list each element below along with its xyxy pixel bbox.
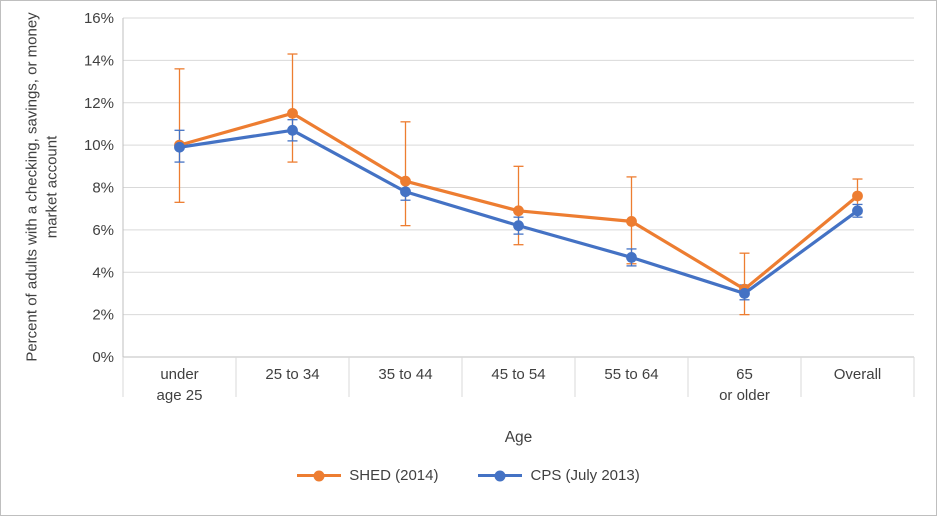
x-category-label: 55 to 64	[604, 366, 658, 383]
data-point-cps-july-2013	[513, 220, 524, 232]
x-category-label: Overall	[834, 366, 882, 383]
y-tick-label: 6%	[92, 222, 114, 239]
data-point-cps-july-2013	[852, 205, 863, 217]
y-tick-label: 0%	[92, 349, 114, 366]
y-axis-title: Percent of adults with a checking, savin…	[23, 12, 61, 362]
data-point-cps-july-2013	[174, 141, 185, 153]
x-category-label: 45 to 54	[491, 366, 545, 383]
data-point-cps-july-2013	[287, 124, 298, 136]
y-tick-label: 12%	[84, 95, 114, 112]
y-tick-labels: 0% 2% 4% 6% 8% 10% 12% 14% 16%	[84, 10, 114, 366]
cps-series-swatch-icon	[478, 474, 523, 477]
legend-item-cps: CPS (July 2013)	[478, 467, 640, 484]
data-point-shed-2014	[400, 175, 411, 187]
legend: SHED (2014) CPS (July 2013)	[1, 467, 936, 484]
x-category-label: or older	[719, 387, 770, 404]
data-point-cps-july-2013	[400, 186, 411, 198]
x-category-label: 65	[736, 366, 753, 383]
y-tick-label: 16%	[84, 10, 114, 27]
data-point-cps-july-2013	[626, 252, 637, 263]
shed-series-swatch-icon	[297, 474, 342, 477]
y-tick-label: 2%	[92, 307, 114, 324]
data-point-cps-july-2013	[739, 288, 750, 299]
x-category-label: age 25	[157, 387, 203, 404]
x-category-label: 35 to 44	[378, 366, 432, 383]
x-axis-title: Age	[504, 429, 533, 446]
x-tick-marks	[122, 357, 915, 397]
y-tick-label: 4%	[92, 264, 114, 281]
data-point-shed-2014	[513, 205, 524, 217]
legend-label-shed: SHED (2014)	[349, 467, 439, 484]
legend-item-shed: SHED (2014)	[297, 467, 438, 484]
data-point-shed-2014	[626, 216, 637, 227]
x-category-label: under	[160, 366, 198, 383]
x-category-labels: under age 25 25 to 34 35 to 44 45 to 54 55 to…	[157, 366, 882, 404]
data-point-shed-2014	[287, 107, 298, 119]
y-tick-label: 8%	[92, 180, 114, 197]
series-cps-july-2013	[174, 124, 863, 299]
data-point-shed-2014	[852, 190, 863, 202]
y-tick-label: 14%	[84, 52, 114, 69]
legend-label-cps: CPS (July 2013)	[530, 467, 640, 484]
x-category-label: 25 to 34	[265, 366, 319, 383]
y-tick-label: 10%	[84, 137, 114, 154]
